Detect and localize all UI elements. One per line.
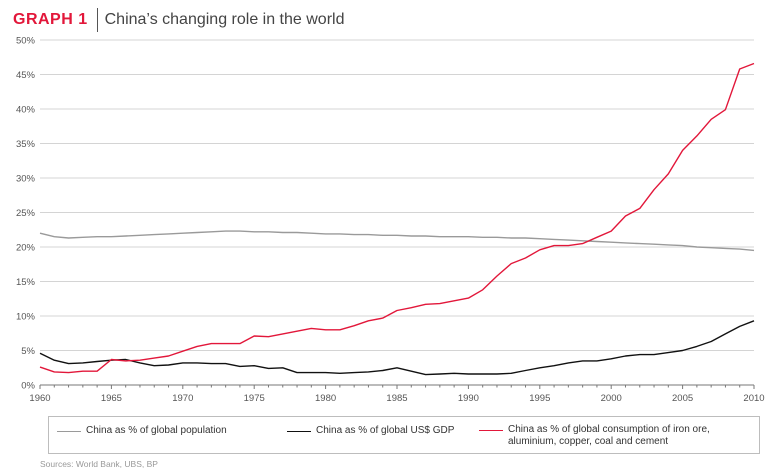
series-line-population bbox=[39, 230, 755, 252]
x-tick-label: 1970 bbox=[172, 393, 193, 404]
y-tick-label: 50% bbox=[16, 36, 36, 47]
title-divider bbox=[96, 8, 98, 32]
y-tick-label: 10% bbox=[16, 312, 36, 323]
legend-swatch-commodities bbox=[479, 430, 503, 431]
y-tick-label: 40% bbox=[16, 105, 36, 116]
axes: 0% 5% 10% 15% 20% 25% 30% 35% 40% 45% 50% 1960 1965 1… bbox=[16, 36, 765, 405]
y-tick-label: 25% bbox=[16, 208, 36, 219]
legend-label-population: China as % of global population bbox=[86, 425, 227, 436]
legend-item-population: China as % of global population bbox=[57, 425, 227, 437]
x-tick-label: 1975 bbox=[244, 393, 265, 404]
x-tick-label: 2010 bbox=[743, 393, 764, 404]
y-tick-label: 0% bbox=[21, 381, 35, 392]
y-tick-label: 45% bbox=[16, 70, 36, 81]
x-tick-label: 1965 bbox=[101, 393, 122, 404]
x-tick-label: 1980 bbox=[315, 393, 336, 404]
x-tick-label: 1960 bbox=[29, 393, 50, 404]
chart-legend: China as % of global population China as… bbox=[48, 416, 760, 454]
legend-label-commodities: China as % of global consumption of iron… bbox=[508, 424, 710, 448]
y-tick-label: 20% bbox=[16, 243, 36, 254]
series-line-gdp bbox=[39, 320, 755, 376]
source-note: Sources: World Bank, UBS, BP bbox=[40, 459, 158, 469]
legend-label-gdp: China as % of global US$ GDP bbox=[316, 425, 455, 436]
y-tick-label: 30% bbox=[16, 174, 36, 185]
series-lines bbox=[39, 62, 755, 376]
legend-swatch-gdp bbox=[287, 431, 311, 432]
legend-item-gdp: China as % of global US$ GDP bbox=[287, 425, 454, 437]
x-tick-label: 2000 bbox=[601, 393, 622, 404]
y-tick-label: 15% bbox=[16, 277, 36, 288]
gridlines bbox=[40, 39, 754, 351]
y-tick-label: 5% bbox=[21, 346, 35, 357]
legend-label-commodities-line2: aluminium, copper, coal and cement bbox=[508, 436, 669, 447]
chart-header: GRAPH 1 China’s changing role in the wor… bbox=[13, 8, 344, 32]
series-line-commodities bbox=[39, 62, 755, 374]
chart-title: China’s changing role in the world bbox=[104, 11, 345, 28]
legend-label-commodities-line1: China as % of global consumption of iron… bbox=[508, 424, 710, 435]
legend-item-commodities: China as % of global consumption of iron… bbox=[479, 424, 710, 448]
y-tick-label: 35% bbox=[16, 139, 36, 150]
x-tick-label: 1985 bbox=[386, 393, 407, 404]
x-tick-label: 1990 bbox=[458, 393, 479, 404]
x-tick-label: 2005 bbox=[672, 393, 693, 404]
x-tick-label: 1995 bbox=[529, 393, 550, 404]
legend-swatch-population bbox=[57, 431, 81, 432]
graph-number-label: GRAPH 1 bbox=[13, 11, 88, 28]
